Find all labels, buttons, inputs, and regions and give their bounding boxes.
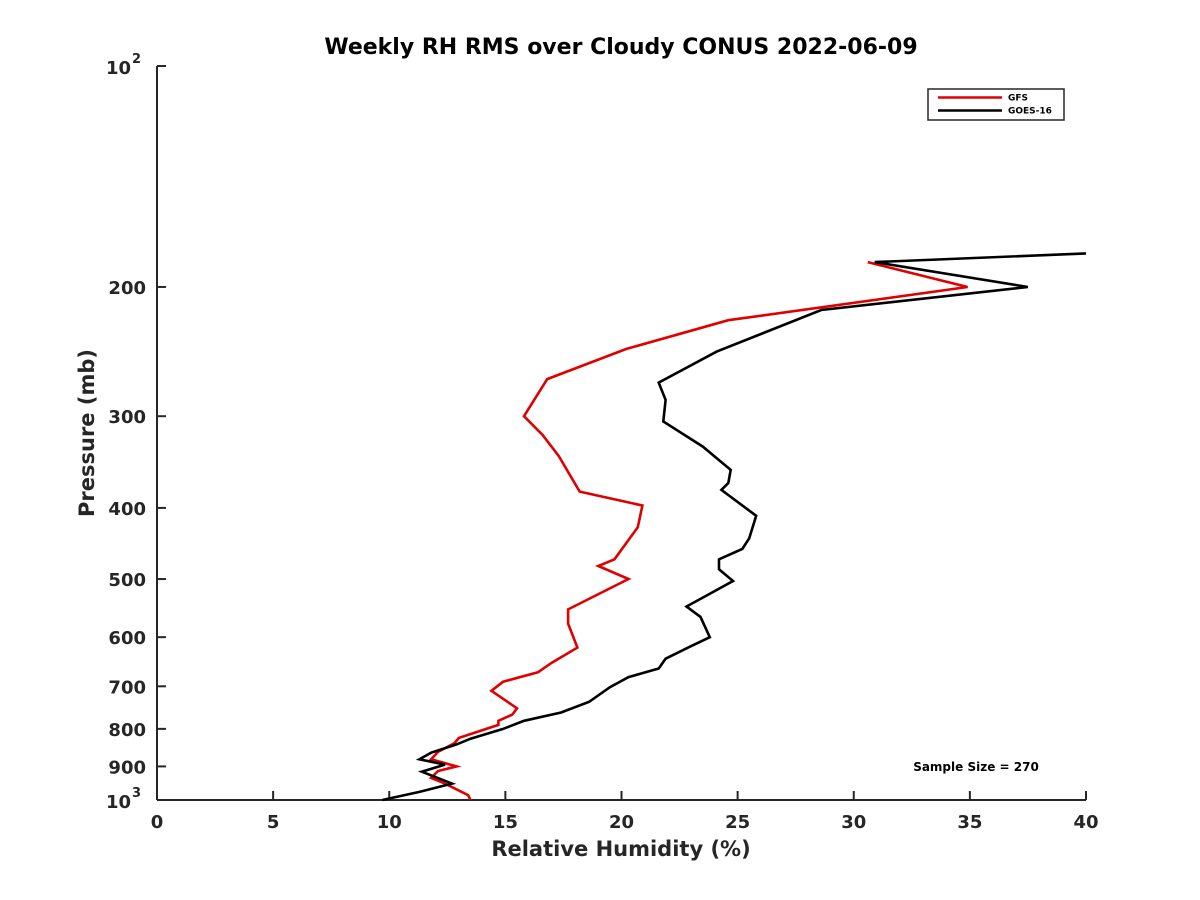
legend: GFS GOES-16	[927, 88, 1065, 121]
y-tick-exponent: 3	[132, 786, 141, 801]
x-tick-label: 0	[151, 812, 164, 833]
x-tick-label: 30	[841, 812, 866, 833]
series-line-gfs	[428, 260, 968, 801]
legend-label-gfs: GFS	[1008, 94, 1028, 104]
y-tick-label: 500	[108, 570, 146, 591]
y-tick-label: 900	[108, 757, 146, 778]
x-axis-label: Relative Humidity (%)	[491, 837, 750, 861]
sample-size-annotation: Sample Size = 270	[913, 760, 1039, 774]
y-tick-label: 600	[108, 628, 146, 649]
legend-box	[927, 88, 1065, 121]
x-axis-ticks: 0 5 10 15 20 25 30 35 40	[151, 791, 1099, 833]
chart-title: Weekly RH RMS over Cloudy CONUS 2022-06-…	[324, 35, 917, 60]
y-tick-exponent: 2	[132, 52, 141, 67]
x-tick-label: 5	[267, 812, 280, 833]
x-tick-label: 10	[377, 812, 402, 833]
y-tick-label: 400	[108, 499, 146, 520]
legend-label-goes16: GOES-16	[1008, 107, 1052, 117]
y-tick-label: 10	[106, 792, 131, 813]
x-tick-label: 20	[609, 812, 634, 833]
series-lines	[382, 252, 1087, 802]
y-tick-label: 10	[106, 58, 131, 79]
series-line-goes16	[382, 252, 1087, 802]
x-tick-label: 35	[957, 812, 982, 833]
y-tick-label: 700	[108, 677, 146, 698]
y-tick-label: 200	[108, 278, 146, 299]
x-tick-label: 40	[1073, 812, 1098, 833]
x-tick-label: 15	[493, 812, 518, 833]
y-axis-label: Pressure (mb)	[75, 349, 99, 517]
y-tick-label: 300	[108, 407, 146, 428]
y-tick-label: 800	[108, 720, 146, 741]
plot-area: 0 5 10 15 20 25 30 35 40 10 220030040050060070080…	[106, 52, 1099, 833]
x-tick-label: 25	[725, 812, 750, 833]
